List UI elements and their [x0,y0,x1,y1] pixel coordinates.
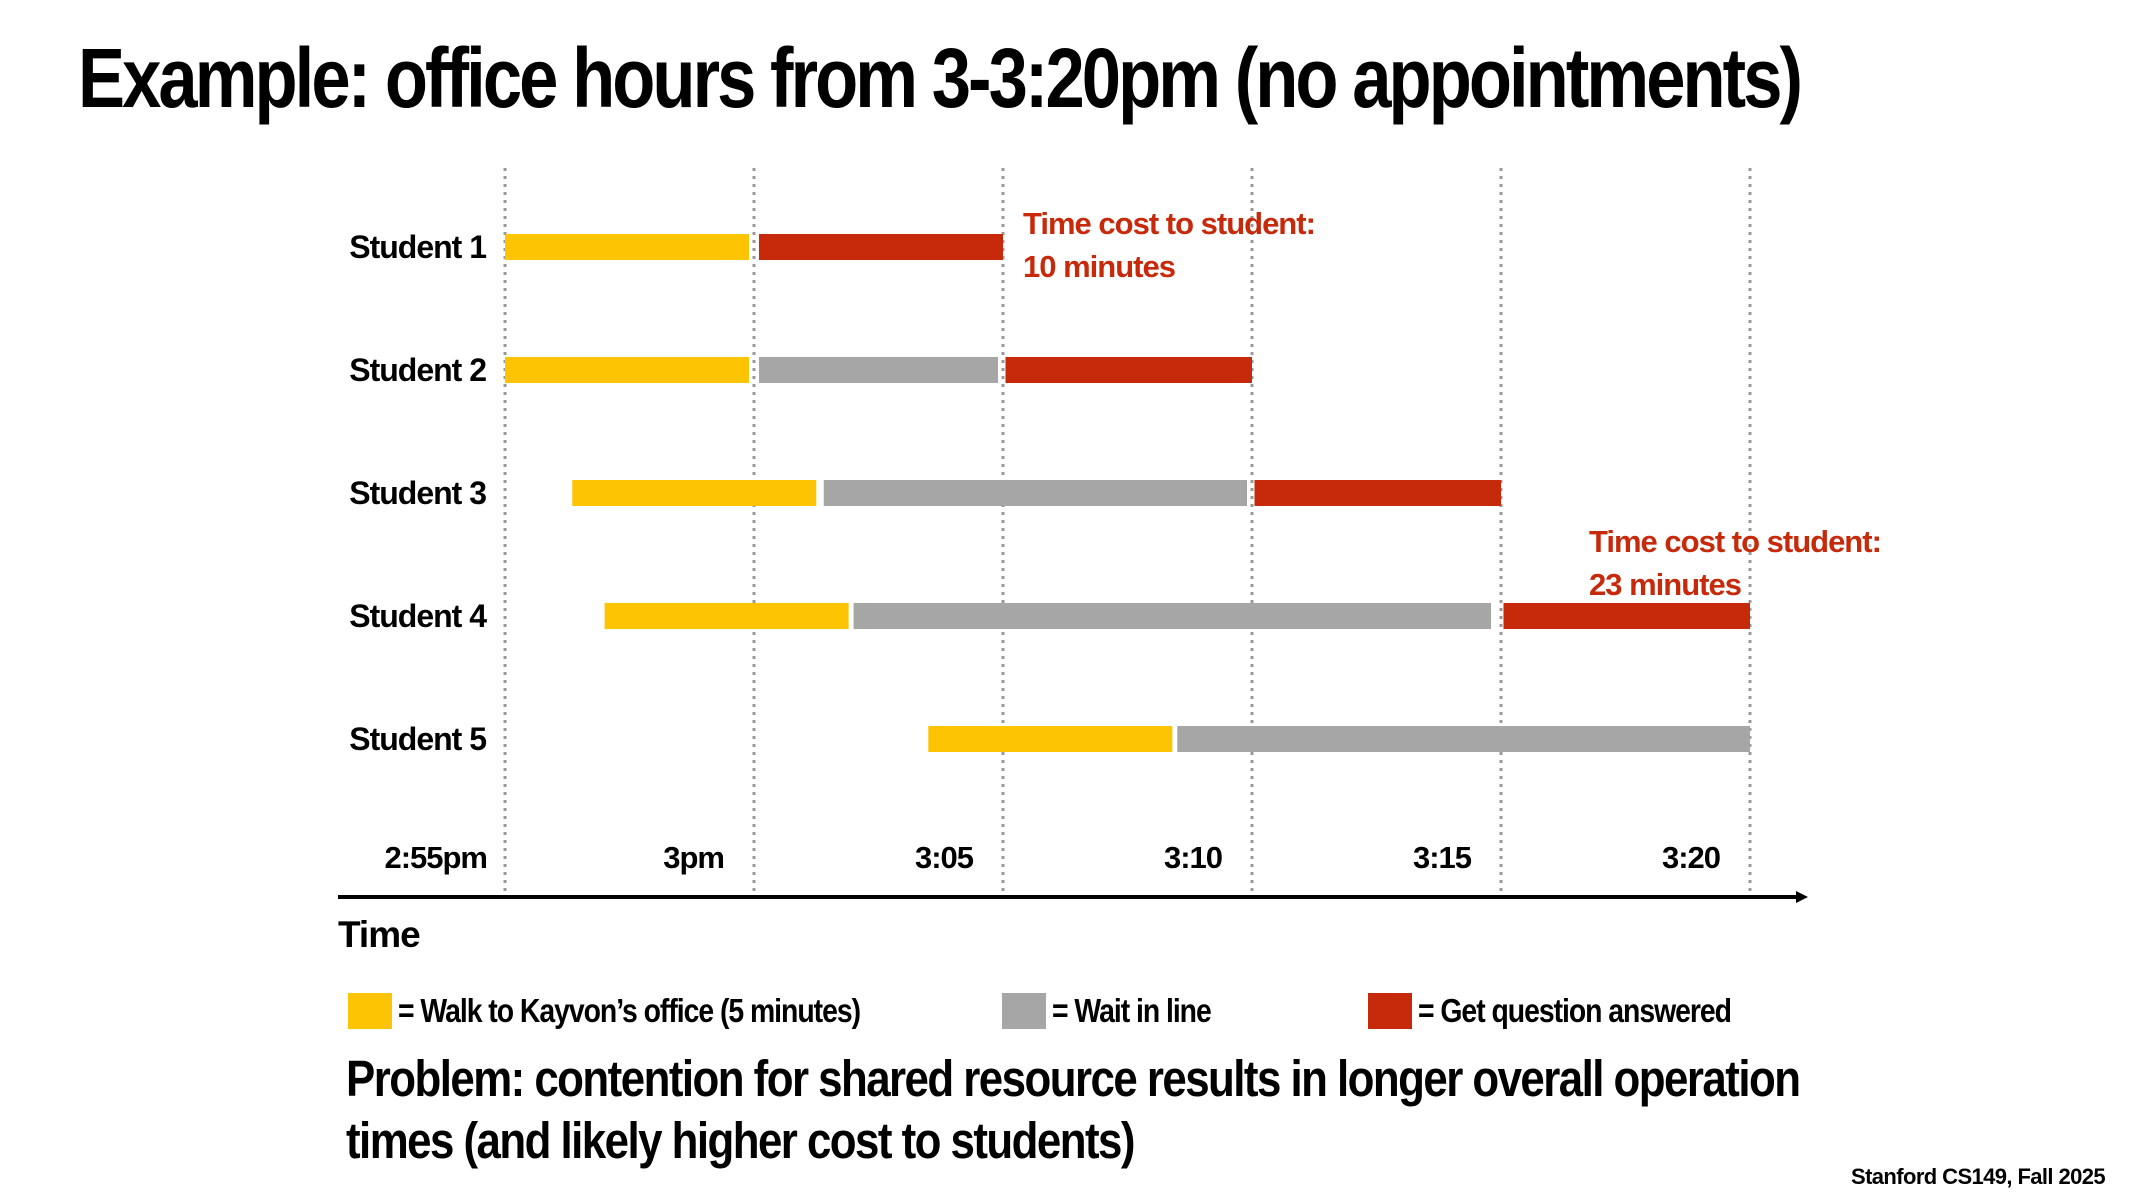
bar-student-4-walk-0 [604,603,849,629]
row-label-3: Student 3 [349,475,486,511]
legend-walk: = Walk to Kayvon’s office (5 minutes) [348,992,935,1030]
tick-label-1: 3pm [663,840,724,875]
legend-wait-label: = Wait in line [1052,992,1212,1029]
annotation-2-line-1: Time cost to student: [1589,524,1881,559]
bar-student-5-wait-1 [1177,726,1750,752]
problem-line-2: times (and likely higher cost to student… [346,1112,1136,1169]
axis-label-time: Time [338,914,420,955]
annotation-1-line-1: Time cost to student: [1023,206,1315,241]
slide-title: Example: office hours from 3-3:20pm (no … [78,31,1803,125]
bar-student-1-walk-0 [505,234,750,260]
problem-statement: Problem: contention for shared resource … [346,1048,1801,1172]
tick-label-4: 3:15 [1413,840,1472,875]
legend-wait: = Wait in line [1002,992,1237,1030]
tick-label-2: 3:05 [915,840,974,875]
row-label-5: Student 5 [349,721,486,757]
footer-course: Stanford CS149, Fall 2025 [1851,1164,2106,1189]
row-label-4: Student 4 [349,598,487,634]
tick-label-3: 3:10 [1164,840,1222,875]
bar-student-2-answer-2 [1005,357,1252,383]
timeline-chart: 2:55pm 3pm 3:05 3:10 3:15 3:20 Time Student 1 St… [338,168,1882,955]
legend-answer: = Get question answered [1368,992,1782,1030]
problem-line-1: Problem: contention for shared resource … [346,1050,1801,1107]
legend-walk-label: = Walk to Kayvon’s office (5 minutes) [398,992,861,1029]
legend-answer-swatch [1368,993,1412,1029]
bar-student-2-walk-0 [505,357,750,383]
bar-student-5-walk-0 [928,726,1173,752]
bar-student-3-answer-2 [1254,480,1501,506]
legend-answer-label: = Get question answered [1418,992,1732,1029]
bar-student-1-answer-1 [758,234,1003,260]
annotation-2-line-2: 23 minutes [1589,567,1741,602]
annotation-1-line-2: 10 minutes [1023,249,1175,284]
bar-student-4-answer-2 [1503,603,1750,629]
bar-student-2-wait-1 [758,357,999,383]
bar-student-3-wait-1 [823,480,1248,506]
row-label-1: Student 1 [349,229,486,265]
tick-label-0: 2:55pm [384,840,487,875]
tick-label-5: 3:20 [1662,840,1720,875]
row-label-2: Student 2 [349,352,486,388]
bar-student-3-walk-0 [572,480,817,506]
legend-wait-swatch [1002,993,1046,1029]
legend-walk-swatch [348,993,392,1029]
bar-student-4-wait-1 [853,603,1492,629]
